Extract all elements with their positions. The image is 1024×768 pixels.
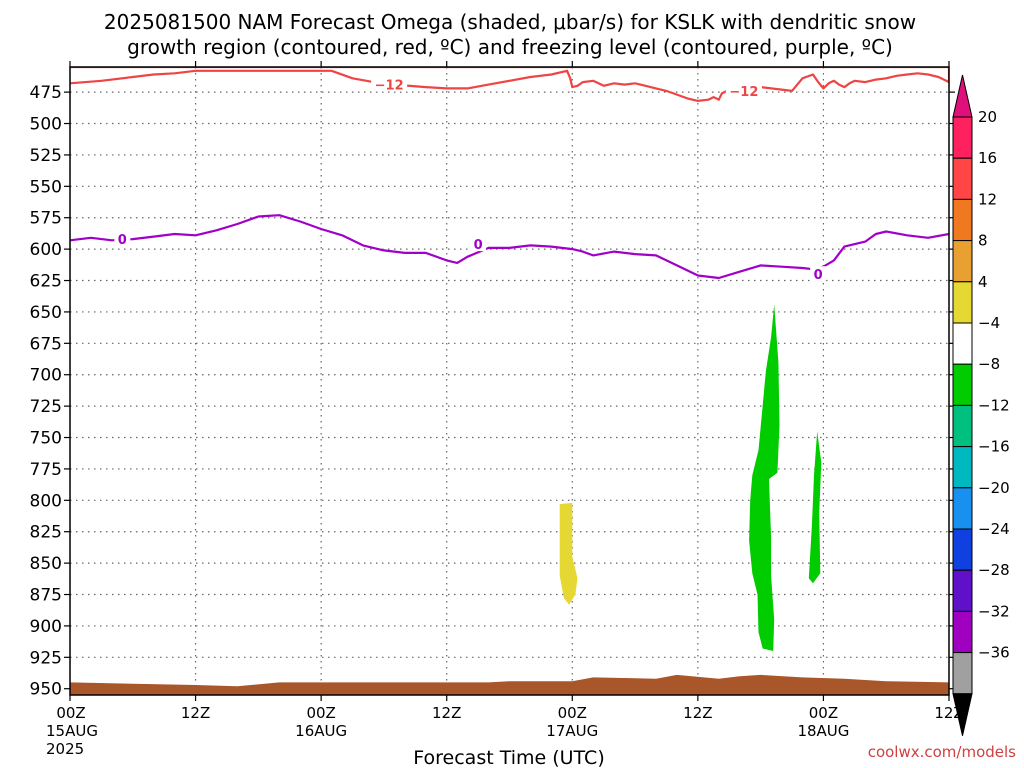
plot-frame (69, 66, 950, 696)
colorbar-level-label: −28 (978, 561, 1010, 579)
y-tick-label: 750 (30, 429, 62, 449)
y-tick-label: 675 (30, 334, 62, 354)
x-tick-label: 12Z (181, 704, 210, 722)
y-tick-label: 950 (30, 680, 62, 700)
contour-label: 0 (474, 238, 483, 253)
colorbar-swatch (952, 487, 973, 530)
colorbar-swatch (952, 610, 973, 654)
y-tick-label: 525 (30, 146, 62, 166)
x-tick-label: 17AUG (546, 722, 598, 740)
colorbar-level-label: −8 (978, 355, 1000, 373)
x-tick-label: 00Z (306, 704, 335, 722)
credit-text: coolwx.com/models (868, 743, 1016, 761)
colorbar-swatch (952, 281, 973, 324)
y-tick-label: 700 (30, 366, 62, 386)
x-tick-label: 00Z (809, 704, 838, 722)
y-tick-label: 475 (30, 83, 62, 103)
contour-line (70, 214, 949, 280)
x-tick-label: 00Z (56, 704, 85, 722)
contour-label: −12 (375, 79, 404, 94)
colorbar-level-label: −16 (978, 438, 1010, 456)
colorbar-level-label: 4 (978, 273, 988, 291)
contour-label: 0 (118, 233, 127, 248)
y-tick-label: 600 (30, 240, 62, 260)
colorbar-level-label: −24 (978, 520, 1010, 538)
colorbar-swatch (952, 198, 973, 242)
colorbar-swatch (952, 363, 973, 406)
colorbar-level-label: 8 (978, 232, 988, 250)
colorbar-arrow-top (952, 74, 973, 118)
plot-area: −12 −12 0 0 0 (69, 66, 950, 696)
y-tick-label: 825 (30, 523, 62, 543)
y-tick-label: 500 (30, 115, 62, 135)
y-tick-label: 625 (30, 272, 62, 292)
colorbar-swatch (952, 652, 973, 695)
colorbar: 20 16 12 8 4 −4 −8 −12 −16 −20 −24 −28 −32 −36 (952, 74, 1010, 736)
y-tick-label: 575 (30, 209, 62, 229)
contour-label: 0 (814, 268, 823, 283)
x-tick-label: 15AUG (46, 722, 98, 740)
colorbar-swatch (952, 446, 973, 489)
x-tick-label: 12Z (683, 704, 712, 722)
omega-shaded-area (559, 502, 578, 605)
colorbar-level-label: 16 (978, 149, 997, 167)
contour-line (70, 67, 949, 103)
x-tick-label: 00Z (558, 704, 587, 722)
colorbar-level-label: 20 (978, 108, 997, 126)
contour-label: −12 (729, 85, 758, 100)
x-tick-label: 2025 (46, 740, 84, 758)
x-tick-label: 18AUG (797, 722, 849, 740)
colorbar-swatch (952, 116, 973, 159)
colorbar-level-label: −20 (978, 479, 1010, 497)
y-tick-label: 725 (30, 397, 62, 417)
omega-shaded-area (808, 431, 822, 584)
y-tick-label: 850 (30, 554, 62, 574)
colorbar-swatch (952, 322, 973, 365)
y-tick-label: 775 (30, 460, 62, 480)
x-tick-label: 16AUG (295, 722, 347, 740)
colorbar-swatch (952, 404, 973, 448)
omega-shaded-area (749, 304, 780, 651)
colorbar-level-label: −36 (978, 644, 1010, 662)
colorbar-swatch (952, 528, 973, 571)
colorbar-swatch (952, 240, 973, 283)
terrain-fill (70, 674, 949, 695)
y-tick-label: 550 (30, 177, 62, 197)
y-tick-label: 875 (30, 586, 62, 606)
y-tick-label: 925 (30, 648, 62, 668)
y-tick-label: 800 (30, 491, 62, 511)
colorbar-arrow-bottom (952, 693, 973, 736)
colorbar-swatch (952, 157, 973, 200)
colorbar-level-label: −4 (978, 314, 1000, 332)
chart-title-line-2: growth region (contoured, red, ºC) and f… (127, 35, 893, 59)
chart-title-line-1: 2025081500 NAM Forecast Omega (shaded, μ… (104, 10, 916, 34)
x-axis-label: Forecast Time (UTC) (413, 747, 604, 768)
x-tick-label: 12Z (432, 704, 461, 722)
y-tick-label: 900 (30, 617, 62, 637)
y-axis: 475 500 525 550 575 600 625 650 675 700 725 750 775 8… (30, 83, 955, 700)
y-tick-label: 650 (30, 303, 62, 323)
colorbar-level-label: −12 (978, 396, 1010, 414)
colorbar-level-label: −32 (978, 602, 1010, 620)
colorbar-level-label: 12 (978, 190, 997, 208)
colorbar-swatch (952, 569, 973, 612)
